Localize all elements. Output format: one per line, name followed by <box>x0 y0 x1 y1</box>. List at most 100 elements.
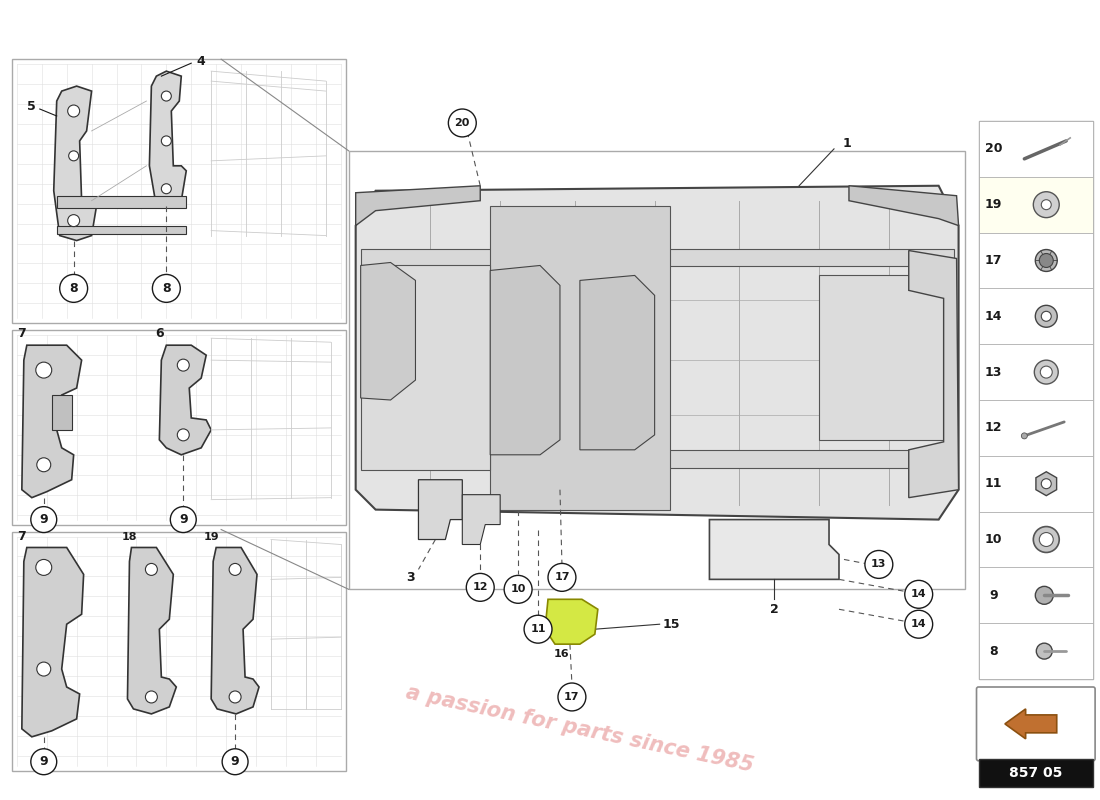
Text: 16: 16 <box>554 649 570 659</box>
Text: 20: 20 <box>984 142 1002 155</box>
Circle shape <box>145 563 157 575</box>
Text: 17: 17 <box>984 254 1002 267</box>
Bar <box>361 249 954 266</box>
Text: 8: 8 <box>162 282 170 295</box>
Bar <box>979 121 1093 679</box>
Circle shape <box>36 559 52 575</box>
Polygon shape <box>1036 472 1057 496</box>
Text: 10: 10 <box>984 533 1002 546</box>
Circle shape <box>504 575 532 603</box>
Text: 14: 14 <box>984 310 1002 322</box>
Bar <box>979 288 1093 344</box>
Text: 9: 9 <box>179 513 188 526</box>
FancyBboxPatch shape <box>977 687 1096 761</box>
Bar <box>979 344 1093 400</box>
Text: 20: 20 <box>454 118 470 128</box>
Text: 7: 7 <box>18 326 26 340</box>
Polygon shape <box>544 599 597 644</box>
Polygon shape <box>22 547 84 737</box>
Text: 9: 9 <box>40 513 48 526</box>
Circle shape <box>68 105 79 117</box>
Bar <box>979 121 1093 177</box>
Bar <box>12 59 345 323</box>
Text: 2: 2 <box>770 602 779 616</box>
Circle shape <box>229 691 241 703</box>
Circle shape <box>162 184 172 194</box>
Bar <box>979 177 1093 233</box>
Circle shape <box>68 214 79 226</box>
Bar <box>361 450 954 468</box>
Text: 4: 4 <box>197 54 206 68</box>
Bar <box>820 275 944 440</box>
Polygon shape <box>160 345 211 455</box>
Circle shape <box>1041 366 1053 378</box>
Circle shape <box>1033 192 1059 218</box>
Polygon shape <box>909 250 958 498</box>
Polygon shape <box>462 494 501 545</box>
Circle shape <box>1042 200 1052 210</box>
Circle shape <box>466 574 494 602</box>
Circle shape <box>59 274 88 302</box>
Text: 12: 12 <box>984 422 1002 434</box>
Bar <box>491 206 670 510</box>
Circle shape <box>36 662 51 676</box>
Circle shape <box>1035 250 1057 271</box>
Text: 12: 12 <box>473 582 488 592</box>
Polygon shape <box>418 480 462 539</box>
Text: 1: 1 <box>843 138 851 150</box>
Circle shape <box>1022 433 1027 439</box>
Text: 17: 17 <box>564 692 580 702</box>
Circle shape <box>31 749 57 774</box>
Circle shape <box>1040 254 1053 267</box>
Text: 11: 11 <box>984 478 1002 490</box>
Bar <box>979 567 1093 623</box>
Text: 9: 9 <box>40 755 48 768</box>
Bar <box>52 395 72 430</box>
Bar <box>979 512 1093 567</box>
Circle shape <box>36 458 51 472</box>
Bar <box>979 400 1093 456</box>
Circle shape <box>865 550 893 578</box>
Circle shape <box>524 615 552 643</box>
Polygon shape <box>849 186 958 226</box>
Bar <box>57 226 186 234</box>
Text: 3: 3 <box>406 571 415 584</box>
Bar <box>979 758 1093 786</box>
Bar <box>979 233 1093 288</box>
Circle shape <box>905 610 933 638</box>
Text: 19: 19 <box>204 531 219 542</box>
Text: 14: 14 <box>911 590 926 599</box>
Text: 17: 17 <box>554 572 570 582</box>
Polygon shape <box>491 266 560 455</box>
Text: 857 05: 857 05 <box>1009 766 1063 780</box>
Text: 13: 13 <box>984 366 1002 378</box>
Circle shape <box>1040 533 1053 546</box>
Polygon shape <box>580 275 654 450</box>
Bar <box>12 531 345 770</box>
Bar <box>979 456 1093 512</box>
Circle shape <box>1034 360 1058 384</box>
Text: 14: 14 <box>911 619 926 630</box>
Text: 13: 13 <box>871 559 887 570</box>
Polygon shape <box>211 547 258 714</box>
Circle shape <box>222 749 249 774</box>
Bar <box>12 330 345 525</box>
Text: 6: 6 <box>155 326 164 340</box>
Text: 15: 15 <box>663 618 680 630</box>
Text: 9: 9 <box>989 589 998 602</box>
Circle shape <box>162 91 172 101</box>
Circle shape <box>1035 586 1053 604</box>
Text: 9: 9 <box>231 755 240 768</box>
Text: 18: 18 <box>122 531 138 542</box>
Polygon shape <box>150 71 186 206</box>
Circle shape <box>177 429 189 441</box>
Circle shape <box>162 136 172 146</box>
Text: eurocarparts: eurocarparts <box>487 364 871 416</box>
Bar <box>349 151 965 590</box>
Circle shape <box>548 563 576 591</box>
Circle shape <box>449 109 476 137</box>
Circle shape <box>31 506 57 533</box>
Text: 8: 8 <box>69 282 78 295</box>
Polygon shape <box>22 345 81 498</box>
Circle shape <box>170 506 196 533</box>
